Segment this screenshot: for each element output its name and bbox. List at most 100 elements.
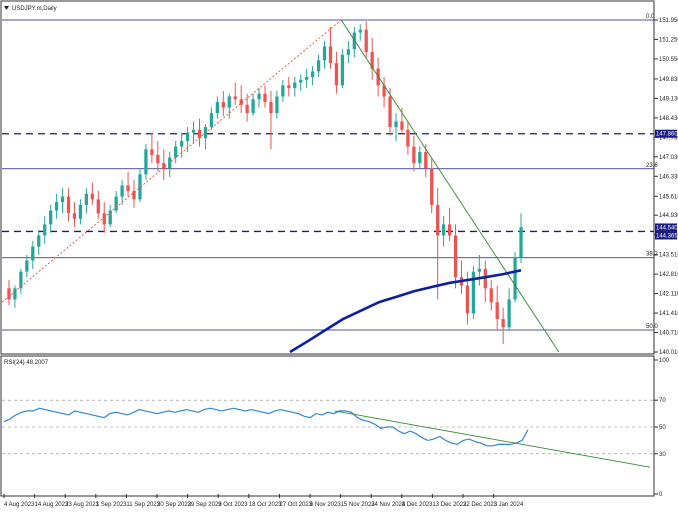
candle-body — [174, 146, 178, 158]
candle-body — [102, 213, 106, 225]
candle-body — [501, 318, 505, 328]
price-tick-label: 144.930 — [659, 213, 678, 219]
time-tick-label: 9 Oct 2023 — [218, 502, 248, 508]
symbol-label: USDJPY.m,Daily — [12, 6, 57, 12]
price-tick-label: 147.030 — [659, 155, 678, 161]
rsi-label: RSI(24) 48.2007 — [4, 360, 49, 366]
candle-body — [156, 154, 160, 164]
candle-body — [447, 224, 452, 236]
rsi-trendline — [334, 410, 651, 468]
time-tick-label: 24 Nov 2023 — [371, 502, 406, 508]
candle-body — [239, 99, 243, 105]
candle-body — [316, 60, 321, 72]
candle-body — [507, 299, 511, 328]
candle-body — [263, 93, 267, 103]
candle-body — [191, 129, 196, 133]
candle-body — [78, 204, 83, 219]
triangle-down-icon[interactable] — [4, 6, 9, 10]
candle-body — [150, 149, 154, 155]
candle-body — [322, 46, 327, 61]
price-levels: 0.0 147.860 23.6 144.540 144.365 38.2 50.0 — [2, 14, 678, 331]
rsi-tick-label: 50 — [659, 425, 666, 431]
candle-body — [227, 96, 231, 108]
time-tick-label: 3 Jan 2024 — [494, 502, 524, 508]
price-tag-label: 144.540 — [656, 225, 678, 231]
time-tick-label: 27 Oct 2023 — [279, 502, 312, 508]
price-tick-label: 142.110 — [659, 292, 678, 298]
candle-body — [162, 163, 166, 169]
fib-anchor-line — [1, 19, 342, 303]
candle-body — [441, 224, 446, 236]
candle-body — [96, 199, 100, 214]
candle-body — [275, 96, 279, 114]
candle-body — [114, 196, 118, 211]
price-tag — [655, 231, 677, 240]
candle-body — [430, 168, 434, 205]
candle-body — [138, 174, 142, 200]
candle-body — [334, 63, 339, 86]
candle-body — [453, 235, 458, 278]
candle-body — [7, 288, 11, 300]
time-tick-label: 11 Sep 2023 — [126, 502, 160, 508]
candle-body — [245, 104, 249, 114]
candle-body — [305, 77, 309, 80]
candle-body — [108, 210, 112, 225]
candle-body — [197, 129, 202, 139]
price-tag-label: 147.860 — [656, 132, 678, 138]
time-tick-label: 4 Dec 2023 — [402, 502, 433, 508]
rsi-tick-label: 0 — [659, 492, 663, 498]
candle-body — [346, 49, 350, 55]
fib-level-label: 0.0 — [646, 14, 655, 20]
candle-body — [66, 196, 71, 214]
price-tag — [655, 223, 677, 232]
candle-body — [519, 227, 523, 258]
candle-body — [418, 152, 422, 164]
price-tick-label: 143.510 — [659, 253, 678, 259]
price-tick-label: 148.430 — [659, 116, 678, 122]
price-tick-label: 150.550 — [659, 57, 678, 63]
candle-body — [120, 185, 124, 197]
fib-level-label: 50.0 — [646, 324, 658, 330]
candle-body — [84, 193, 89, 205]
price-tick-label: 147.730 — [659, 135, 678, 141]
candle-body — [293, 82, 297, 89]
candle-body — [299, 79, 303, 83]
time-tick-label: 23 Aug 2023 — [65, 502, 99, 508]
candle-body — [412, 146, 416, 164]
price-tick-label: 151.250 — [659, 37, 678, 43]
moving-average-line — [289, 269, 522, 354]
time-tick-label: 14 Aug 2023 — [35, 502, 69, 508]
candle-body — [370, 51, 374, 69]
candle-body — [287, 85, 291, 89]
candle-body — [364, 29, 368, 52]
candle-body — [352, 32, 356, 50]
candle-body — [465, 285, 470, 314]
candle-body — [489, 288, 493, 303]
candle-body — [328, 46, 333, 64]
time-tick-label: 15 Nov 2023 — [341, 502, 376, 508]
candle-body — [126, 185, 130, 192]
candle-body — [25, 260, 29, 272]
rsi-tick-label: 100 — [659, 358, 670, 364]
candle-body — [477, 268, 481, 272]
price-tick-label: 146.330 — [659, 174, 678, 180]
candle-body — [31, 246, 35, 261]
price-tag-label: 144.365 — [656, 233, 678, 239]
time-tick-label: 4 Aug 2023 — [4, 502, 35, 508]
time-tick-label: 22 Dec 2023 — [463, 502, 498, 508]
candle-body — [221, 102, 225, 108]
overlays — [1, 19, 560, 354]
candle-body — [257, 93, 261, 100]
rsi-tick-label: 70 — [659, 398, 666, 404]
candlesticks — [7, 21, 523, 344]
candle-body — [358, 29, 362, 33]
time-tick-label: 18 Oct 2023 — [249, 502, 282, 508]
price-tick-label: 149.830 — [659, 77, 678, 83]
rsi-line — [3, 407, 529, 447]
candle-body — [180, 140, 184, 147]
price-tick-label: 141.410 — [659, 311, 678, 317]
price-tick-label: 140.710 — [659, 331, 678, 337]
candle-body — [424, 152, 428, 169]
